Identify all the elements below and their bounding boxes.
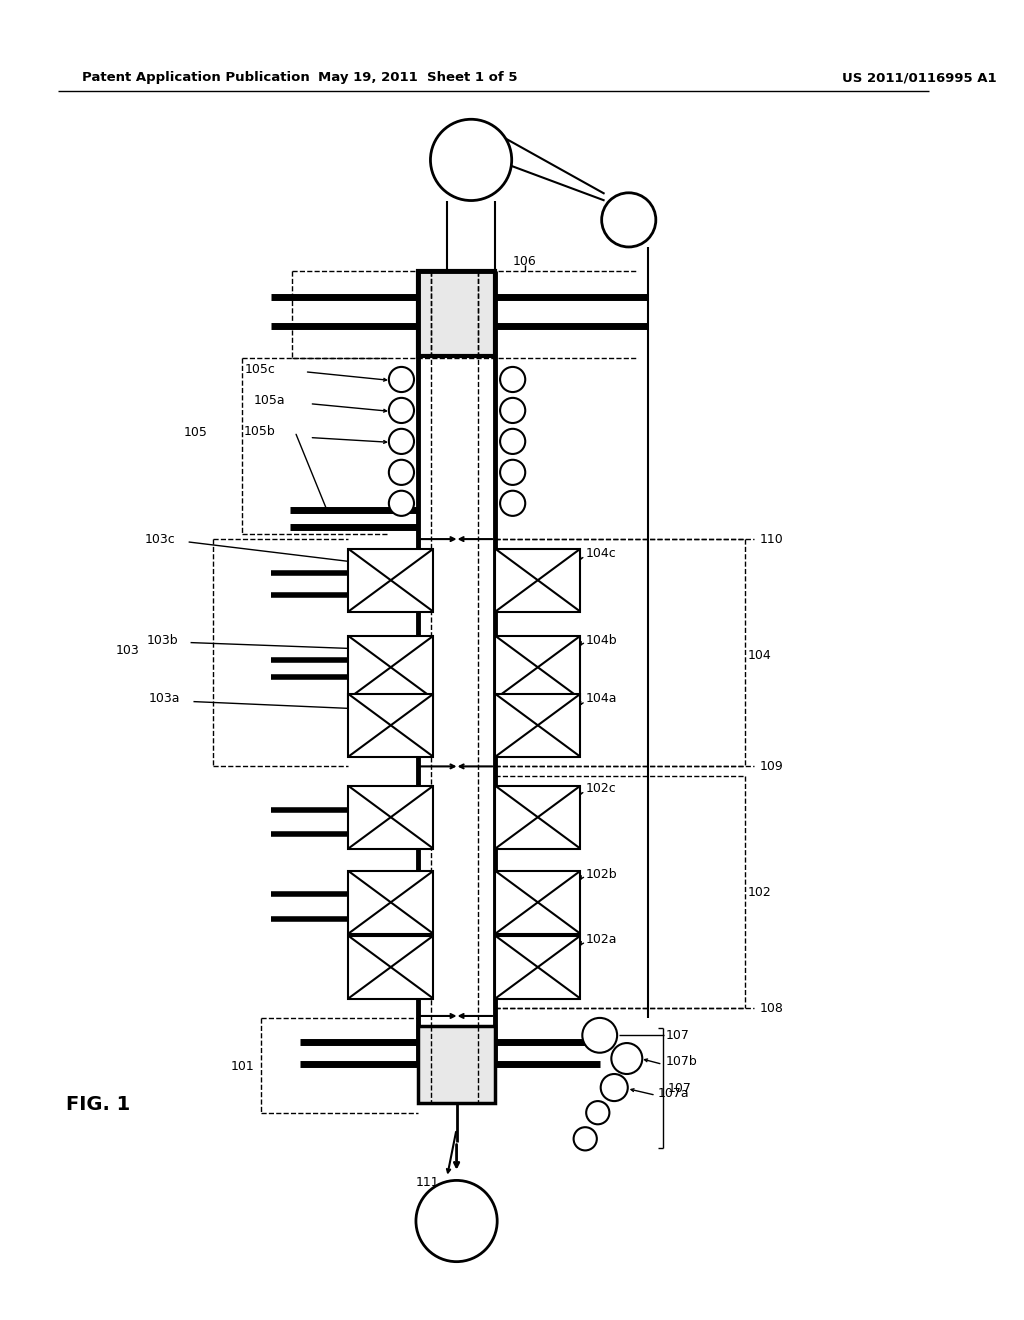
Circle shape	[389, 397, 414, 422]
Circle shape	[389, 491, 414, 516]
Text: 108: 108	[760, 1002, 783, 1015]
Circle shape	[389, 367, 414, 392]
Text: 107: 107	[668, 1082, 691, 1096]
Text: 107b: 107b	[666, 1055, 697, 1068]
Circle shape	[500, 459, 525, 484]
Text: May 19, 2011  Sheet 1 of 5: May 19, 2011 Sheet 1 of 5	[318, 71, 517, 84]
Text: Patent Application Publication: Patent Application Publication	[82, 71, 310, 84]
Text: 111: 111	[416, 1176, 439, 1189]
Circle shape	[601, 1074, 628, 1101]
Text: 102c: 102c	[586, 783, 616, 795]
Text: 103: 103	[116, 644, 140, 657]
Circle shape	[583, 1018, 617, 1053]
Text: 104b: 104b	[586, 634, 616, 647]
Text: 105a: 105a	[253, 395, 285, 408]
Bar	[348, 871, 433, 933]
Bar	[348, 549, 433, 611]
Text: 107: 107	[666, 1028, 689, 1041]
Text: 110: 110	[760, 532, 783, 545]
Bar	[348, 694, 433, 756]
Text: 105: 105	[183, 426, 208, 440]
Text: 102a: 102a	[586, 933, 616, 946]
Circle shape	[500, 367, 525, 392]
Bar	[496, 549, 581, 611]
Bar	[418, 271, 496, 356]
Circle shape	[389, 459, 414, 484]
Text: 107a: 107a	[657, 1086, 689, 1100]
Text: 105c: 105c	[245, 363, 275, 376]
Bar	[496, 936, 581, 998]
Circle shape	[573, 1127, 597, 1151]
Bar	[348, 936, 433, 998]
Text: 103c: 103c	[145, 532, 176, 545]
Circle shape	[500, 397, 525, 422]
Text: 104c: 104c	[586, 546, 616, 560]
Text: 101: 101	[230, 1060, 254, 1073]
Circle shape	[611, 1043, 642, 1074]
Text: 103a: 103a	[148, 692, 180, 705]
Text: 102b: 102b	[586, 869, 616, 882]
Bar	[348, 636, 433, 698]
Circle shape	[602, 193, 655, 247]
Bar	[496, 636, 581, 698]
Text: 103b: 103b	[147, 634, 178, 647]
Bar	[418, 1026, 496, 1104]
Bar	[496, 785, 581, 849]
Text: FIG. 1: FIG. 1	[66, 1096, 130, 1114]
Circle shape	[500, 491, 525, 516]
Circle shape	[389, 429, 414, 454]
Text: 104: 104	[748, 648, 771, 661]
Bar	[348, 785, 433, 849]
Bar	[496, 871, 581, 933]
Text: 102: 102	[748, 886, 771, 899]
Text: 105b: 105b	[244, 425, 275, 438]
Text: 106: 106	[513, 255, 537, 268]
Circle shape	[586, 1101, 609, 1125]
Text: 104a: 104a	[586, 692, 616, 705]
Circle shape	[416, 1180, 498, 1262]
Bar	[496, 694, 581, 756]
Text: US 2011/0116995 A1: US 2011/0116995 A1	[842, 71, 996, 84]
Circle shape	[500, 429, 525, 454]
Text: 109: 109	[760, 760, 783, 774]
Circle shape	[430, 119, 512, 201]
